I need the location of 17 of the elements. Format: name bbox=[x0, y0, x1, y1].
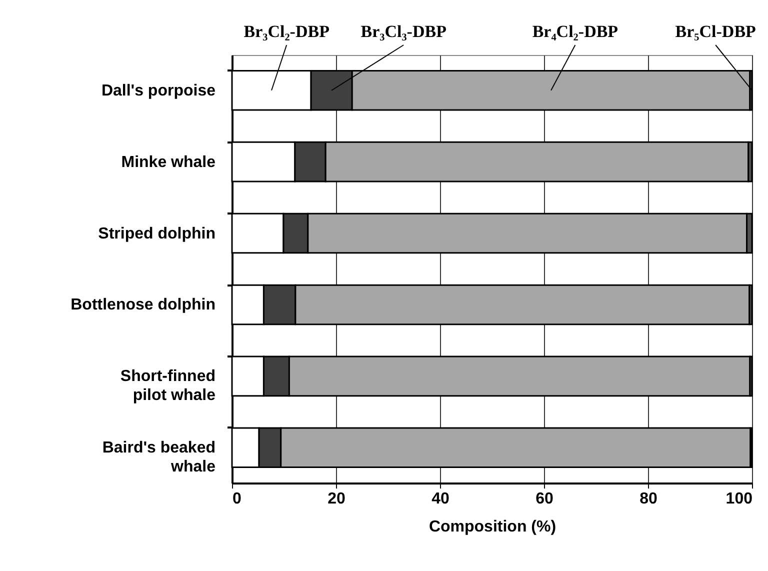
y-tick-label: Bottlenose dolphin bbox=[70, 296, 216, 314]
y-tick-label: Short-finned pilot whale bbox=[120, 368, 216, 404]
x-tick-label: 0 bbox=[232, 490, 242, 508]
x-axis-title: Composition (%) bbox=[428, 518, 556, 536]
x-tick-label: 40 bbox=[432, 490, 450, 508]
series-label: Br₅Cl-DBP bbox=[675, 22, 756, 41]
x-tick-label: 80 bbox=[640, 490, 658, 508]
series-label: Br₄Cl₂-DBP bbox=[532, 22, 618, 41]
y-tick-label: Striped dolphin bbox=[98, 225, 216, 242]
x-tick-label: 20 bbox=[328, 490, 346, 508]
y-tick-label: Baird's beaked whale bbox=[102, 440, 216, 476]
series-label: Br₃Cl₂-DBP bbox=[244, 22, 330, 41]
y-tick-label: Minke whale bbox=[121, 154, 216, 171]
y-tick-label: Dall's porpoise bbox=[101, 82, 216, 100]
x-tick-label: 100 bbox=[726, 490, 753, 508]
x-tick-label: 60 bbox=[536, 490, 554, 508]
series-label: Br₃Cl₃-DBP bbox=[360, 22, 446, 41]
